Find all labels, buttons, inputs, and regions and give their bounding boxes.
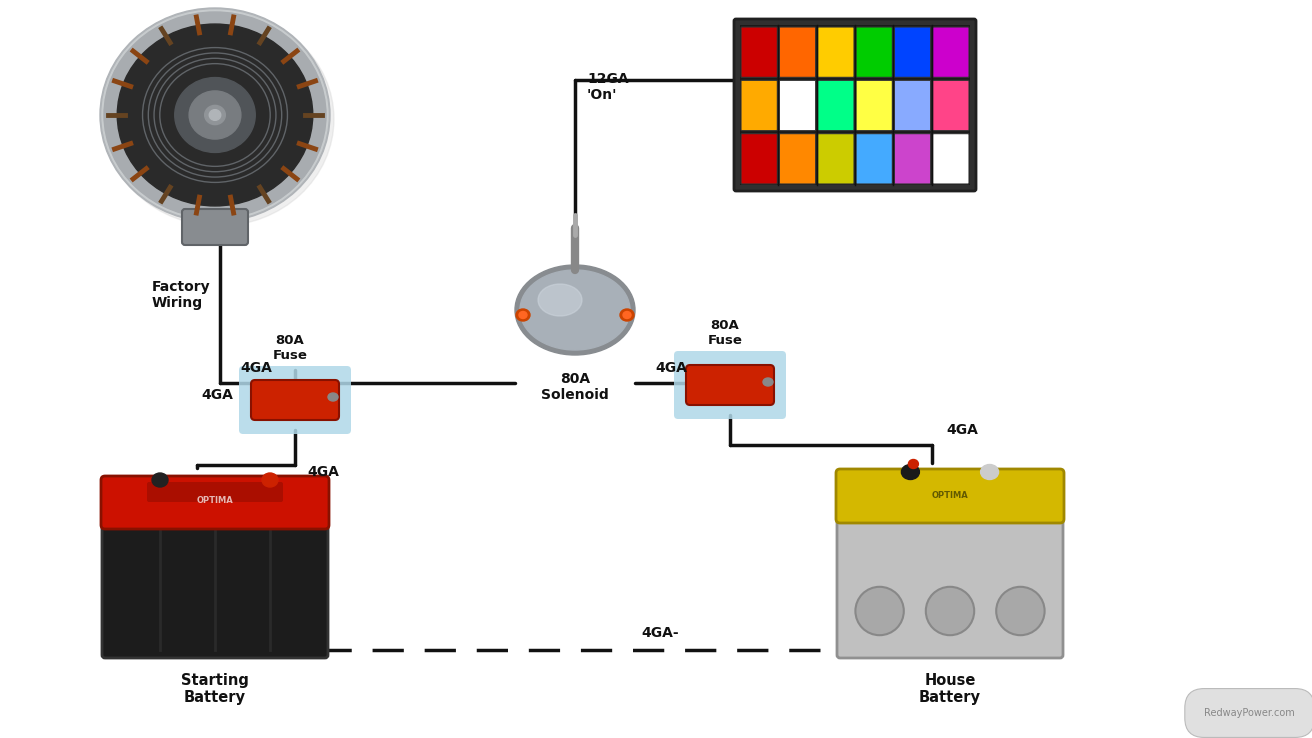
FancyBboxPatch shape	[895, 80, 930, 131]
Text: OPTIMA: OPTIMA	[932, 491, 968, 500]
FancyBboxPatch shape	[686, 365, 774, 405]
FancyBboxPatch shape	[779, 80, 816, 131]
Ellipse shape	[205, 106, 226, 125]
Ellipse shape	[174, 77, 256, 153]
Text: 4GA: 4GA	[655, 361, 687, 375]
FancyBboxPatch shape	[251, 380, 338, 420]
Ellipse shape	[908, 460, 918, 469]
FancyBboxPatch shape	[895, 27, 930, 77]
Ellipse shape	[328, 393, 338, 401]
FancyBboxPatch shape	[102, 512, 328, 658]
FancyBboxPatch shape	[147, 482, 283, 502]
Ellipse shape	[104, 12, 335, 226]
FancyBboxPatch shape	[836, 469, 1064, 523]
FancyBboxPatch shape	[741, 134, 777, 184]
Ellipse shape	[926, 587, 975, 635]
Ellipse shape	[152, 473, 168, 487]
Text: 4GA: 4GA	[946, 423, 979, 437]
Ellipse shape	[189, 91, 241, 139]
FancyBboxPatch shape	[741, 80, 777, 131]
Ellipse shape	[516, 265, 635, 355]
FancyBboxPatch shape	[733, 19, 976, 191]
Ellipse shape	[117, 24, 312, 206]
Ellipse shape	[996, 587, 1044, 635]
Ellipse shape	[262, 473, 278, 487]
Ellipse shape	[520, 270, 630, 350]
FancyBboxPatch shape	[740, 25, 970, 185]
FancyBboxPatch shape	[779, 134, 816, 184]
Text: Starting
Battery: Starting Battery	[181, 673, 249, 706]
FancyBboxPatch shape	[817, 80, 854, 131]
FancyBboxPatch shape	[837, 507, 1063, 658]
Text: Factory
Wiring: Factory Wiring	[152, 280, 211, 310]
Text: 4GA: 4GA	[240, 361, 272, 375]
FancyBboxPatch shape	[933, 134, 970, 184]
FancyBboxPatch shape	[817, 27, 854, 77]
Ellipse shape	[104, 12, 325, 218]
Text: 80A
Fuse: 80A Fuse	[707, 319, 743, 347]
Ellipse shape	[538, 284, 583, 316]
Ellipse shape	[764, 378, 773, 386]
Ellipse shape	[520, 311, 527, 319]
FancyBboxPatch shape	[855, 27, 892, 77]
Ellipse shape	[621, 309, 634, 321]
FancyBboxPatch shape	[239, 366, 352, 434]
Ellipse shape	[623, 311, 631, 319]
FancyBboxPatch shape	[101, 476, 329, 529]
FancyBboxPatch shape	[741, 27, 777, 77]
Text: 4GA: 4GA	[201, 388, 234, 402]
Text: RedwayPower.com: RedwayPower.com	[1204, 708, 1295, 718]
Ellipse shape	[855, 587, 904, 635]
Text: 80A
Solenoid: 80A Solenoid	[541, 372, 609, 402]
FancyBboxPatch shape	[855, 80, 892, 131]
FancyBboxPatch shape	[182, 209, 248, 245]
FancyBboxPatch shape	[933, 27, 970, 77]
Text: OPTIMA: OPTIMA	[197, 495, 234, 505]
FancyBboxPatch shape	[933, 80, 970, 131]
FancyBboxPatch shape	[779, 27, 816, 77]
Text: 12GA
'On': 12GA 'On'	[586, 72, 628, 102]
Text: 80A
Fuse: 80A Fuse	[273, 334, 307, 362]
FancyBboxPatch shape	[674, 351, 786, 419]
Ellipse shape	[980, 464, 998, 480]
FancyBboxPatch shape	[855, 134, 892, 184]
Ellipse shape	[102, 10, 328, 220]
Text: 4GA: 4GA	[307, 465, 338, 479]
FancyBboxPatch shape	[895, 134, 930, 184]
Ellipse shape	[209, 110, 220, 120]
Ellipse shape	[100, 8, 331, 222]
Text: House
Battery: House Battery	[918, 673, 981, 706]
Text: 4GA-: 4GA-	[642, 626, 678, 640]
FancyBboxPatch shape	[817, 134, 854, 184]
Ellipse shape	[516, 309, 530, 321]
Ellipse shape	[901, 464, 920, 480]
